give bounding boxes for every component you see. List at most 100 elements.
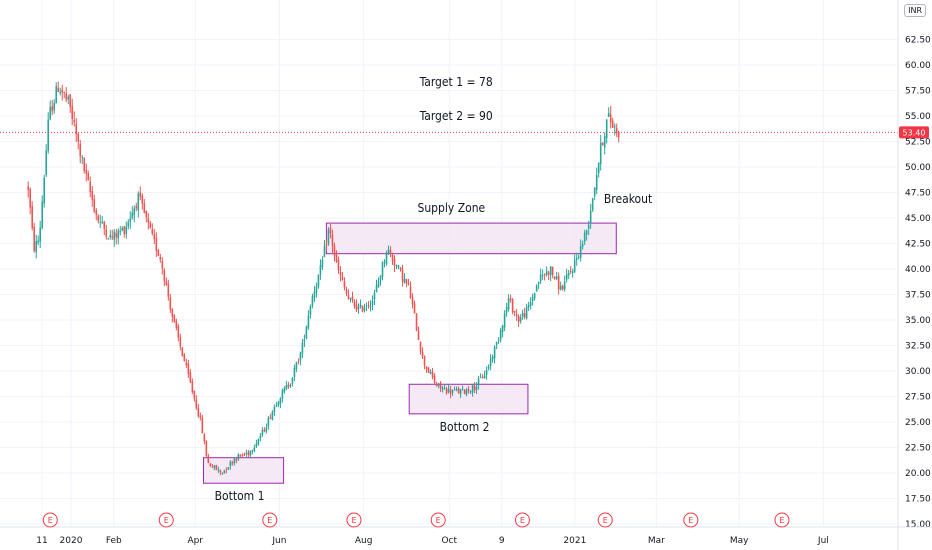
candle-body [549,266,552,275]
candle-body [463,389,466,394]
candle-body [597,162,600,174]
candle-body [361,305,364,312]
candle-body [567,272,570,276]
earnings-icon[interactable]: E [774,512,790,528]
candle-body [313,291,316,298]
candle-body [451,390,454,393]
x-tick-label: Oct [441,536,457,546]
candle-body [41,201,44,229]
candle-body [609,114,612,123]
candle-body [467,388,470,391]
candle-body [507,298,510,309]
candle-body [431,371,434,378]
candle-body [615,128,618,133]
candle-body [411,297,414,305]
candle-body [203,434,206,442]
candle-body [67,96,70,100]
svg-text:E: E [267,516,272,525]
candle-body [247,452,250,456]
candle-body [453,389,456,391]
earnings-icon[interactable]: E [42,512,58,528]
candle-body [195,399,198,409]
candle-body [211,467,214,468]
candle-body [613,126,616,128]
svg-text:E: E [779,516,784,525]
candle-body [437,384,440,386]
candle-body [283,388,286,392]
candle-body [133,208,136,216]
candle-body [525,307,528,319]
earnings-icon[interactable]: E [514,512,530,528]
breakout-label: Breakout [604,192,652,206]
candle-body [255,443,258,447]
candle-body [175,321,178,328]
candle-body [583,232,586,242]
candle-body [119,231,122,233]
candle-body [57,87,60,92]
target-2-label: Target 2 = 90 [419,109,493,123]
candle-body [423,355,426,366]
candle-body [277,402,280,406]
bottom-zone-box[interactable] [203,457,285,484]
candle-body [557,275,560,290]
candle-body [169,297,172,310]
candle-body [581,244,584,247]
x-tick-label: 2020 [60,536,83,546]
candle-body [303,339,306,342]
price-line: 53.40 [0,126,929,139]
supply-zone-box[interactable] [325,222,617,255]
candle-body [405,278,408,284]
candle-body [425,366,428,369]
zones [203,222,617,484]
candle-body [89,181,92,192]
earnings-icon[interactable]: E [430,512,446,528]
annotations: Target 1 = 78 Target 2 = 90 Breakout Sup… [215,75,653,503]
earnings-icon[interactable]: E [346,512,362,528]
candle-body [295,362,298,369]
candle-body [275,405,278,407]
candle-body [569,271,572,273]
candle-body [473,386,476,391]
candle-body [83,157,86,171]
candle-body [137,193,140,211]
candle-body [547,272,550,275]
candle-body [139,192,142,197]
candle-body [511,299,514,313]
candle-body [607,112,610,117]
supply-zone-label: Supply Zone [417,201,485,215]
candle-body [75,124,78,135]
candle-body [215,464,218,470]
candle-body [159,256,162,260]
currency-label[interactable]: INR [904,4,926,17]
candle-body [71,106,74,119]
earnings-icon[interactable]: E [683,512,699,528]
candle-body [267,417,270,427]
y-tick-label: 15.00 [905,520,931,530]
candle-body [101,221,104,223]
earnings-icon[interactable]: E [597,512,613,528]
candle-body [97,215,100,221]
candle-body [589,210,592,223]
candle-body [237,454,240,460]
candle-body [565,274,568,280]
candle-body [315,286,318,293]
candle-body [223,470,226,474]
earnings-icon[interactable]: E [158,512,174,528]
candle-body [605,119,608,139]
candle-body [161,261,164,269]
candle-body [521,313,524,317]
candle-body [505,307,508,313]
candle-body [541,275,544,277]
x-tick-label: 9 [499,536,505,546]
candle-body [397,265,400,268]
candle-body [359,304,362,307]
earnings-icon[interactable]: E [262,512,278,528]
candle-body [155,238,158,252]
candle-body [481,377,484,379]
candle-body [235,458,238,460]
candle-body [85,169,88,174]
svg-text:E: E [603,516,608,525]
candle-body [595,175,598,190]
candle-body [125,226,128,235]
